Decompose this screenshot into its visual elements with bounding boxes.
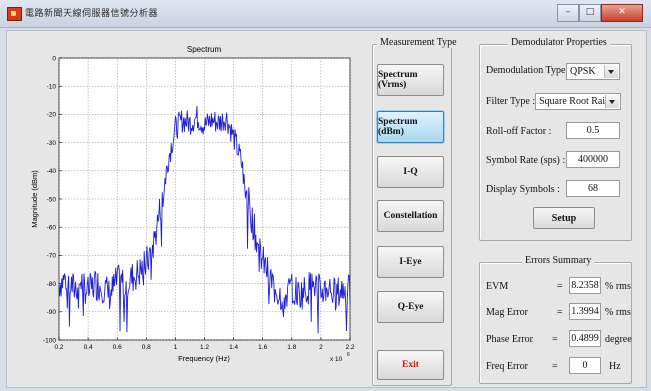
x-exponent: 6 [347,352,350,358]
spectrum-chart: 0.2 0.4 0.6 0.8 1 1.2 1.4 1.6 1.8 2 2.2 0 -10 -20 -30… [30,45,355,363]
x-tick-label: 1 [174,344,178,351]
display-symbols-label: Display Symbols : [486,184,560,195]
window-title: 電路新聞天線伺服器信號分析器 [25,9,159,19]
y-tick-label: -80 [47,281,57,288]
y-tick-label: -70 [47,253,57,260]
y-tick-label: -60 [47,225,57,232]
rolloff-factor-label: Roll-off Factor : [486,126,552,137]
setup-button[interactable]: Setup [533,207,595,229]
freq-error-value: 0 [569,357,601,374]
spectrum-trace [58,106,351,334]
mag-error-equals: = [557,307,563,318]
demodulation-type-value: QPSK [570,66,596,77]
y-tick-label: -50 [47,196,57,203]
x-exponent-label: x 10 [330,356,343,363]
title-bar[interactable]: 電路新聞天線伺服器信號分析器 – □ ✕ [0,0,651,28]
constellation-button[interactable]: Constellation [377,200,444,232]
y-tick-label: -40 [47,168,57,175]
measurement-type-legend: Measurement Type [377,37,460,48]
freq-error-label: Freq Error [486,361,528,372]
spectrum-dbm-button[interactable]: Spectrum (dBm) [377,111,444,143]
evm-equals: = [557,281,563,292]
demodulation-type-label: Demodulation Type : [486,65,571,76]
phase-error-unit: degree [605,334,632,345]
freq-error-equals: = [552,361,558,372]
y-tick-label: 0 [52,55,56,62]
maximize-button[interactable]: □ [579,4,601,22]
x-tick-label: 0.2 [54,344,63,351]
mag-error-label: Mag Error [486,307,528,318]
chevron-down-icon [605,95,619,108]
x-tick-label: 1.4 [229,344,238,351]
chart-title: Spectrum [187,45,222,54]
errors-summary-legend: Errors Summary [522,255,595,266]
demodulator-properties-legend: Demodulator Properties [508,37,610,48]
filter-type-label: Filter Type : [486,96,536,107]
y-tick-label: -10 [47,84,57,91]
q-eye-button[interactable]: Q-Eye [377,291,444,323]
y-tick-label: -20 [47,112,57,119]
symbol-rate-input[interactable]: 400000 [566,151,620,168]
close-button[interactable]: ✕ [601,4,643,22]
rolloff-factor-input[interactable]: 0.5 [566,122,620,139]
window-controls: – □ ✕ [557,4,643,22]
x-tick-label: 0.6 [113,344,122,351]
exit-button[interactable]: Exit [377,350,444,380]
y-axis-label: Magnitude (dBm) [30,170,39,228]
chart-grid [58,57,351,341]
chevron-down-icon [604,65,618,78]
app-icon [7,7,22,21]
freq-error-unit: Hz [609,361,621,372]
x-tick-label: 2 [319,344,323,351]
y-tick-label: -90 [47,309,57,316]
symbol-rate-label: Symbol Rate (sps) : [486,155,566,166]
x-tick-label: 0.8 [142,344,151,351]
mag-error-value: 1.3994 [569,303,601,320]
phase-error-equals: = [552,334,558,345]
measurement-type-group: Measurement Type [372,37,460,386]
display-symbols-input[interactable]: 68 [566,180,620,197]
errors-summary-group: Errors Summary [479,255,632,384]
evm-label: EVM [486,281,509,292]
filter-type-value: Square Root Rai... [539,96,613,107]
demodulator-properties-group: Demodulator Properties [479,37,632,241]
y-tick-label: -30 [47,140,57,147]
x-tick-label: 1.6 [258,344,267,351]
x-axis-ticks: 0.2 0.4 0.6 0.8 1 1.2 1.4 1.6 1.8 2 2.2 [54,337,355,351]
y-tick-label: -100 [43,337,56,344]
x-tick-label: 2.2 [345,344,354,351]
spectrum-vrms-button[interactable]: Spectrum (Vrms) [377,64,444,96]
x-axis-label: Frequency (Hz) [178,354,230,363]
iq-button[interactable]: I-Q [377,156,444,188]
minimize-button[interactable]: – [557,4,579,22]
x-tick-label: 1.2 [200,344,209,351]
x-tick-label: 0.4 [84,344,93,351]
phase-error-label: Phase Error [486,334,533,345]
phase-error-value: 0.4899 [569,330,601,347]
evm-unit: % rms [605,281,631,292]
i-eye-button[interactable]: I-Eye [377,246,444,278]
x-tick-label: 1.8 [287,344,296,351]
y-axis-ticks: 0 -10 -20 -30 -40 -50 -60 -70 -80 -90 -100 [43,55,62,344]
mag-error-unit: % rms [605,307,631,318]
demodulation-type-select[interactable]: QPSK [566,63,620,80]
filter-type-select[interactable]: Square Root Rai... [535,93,621,110]
evm-value: 8.2358 [569,277,601,294]
